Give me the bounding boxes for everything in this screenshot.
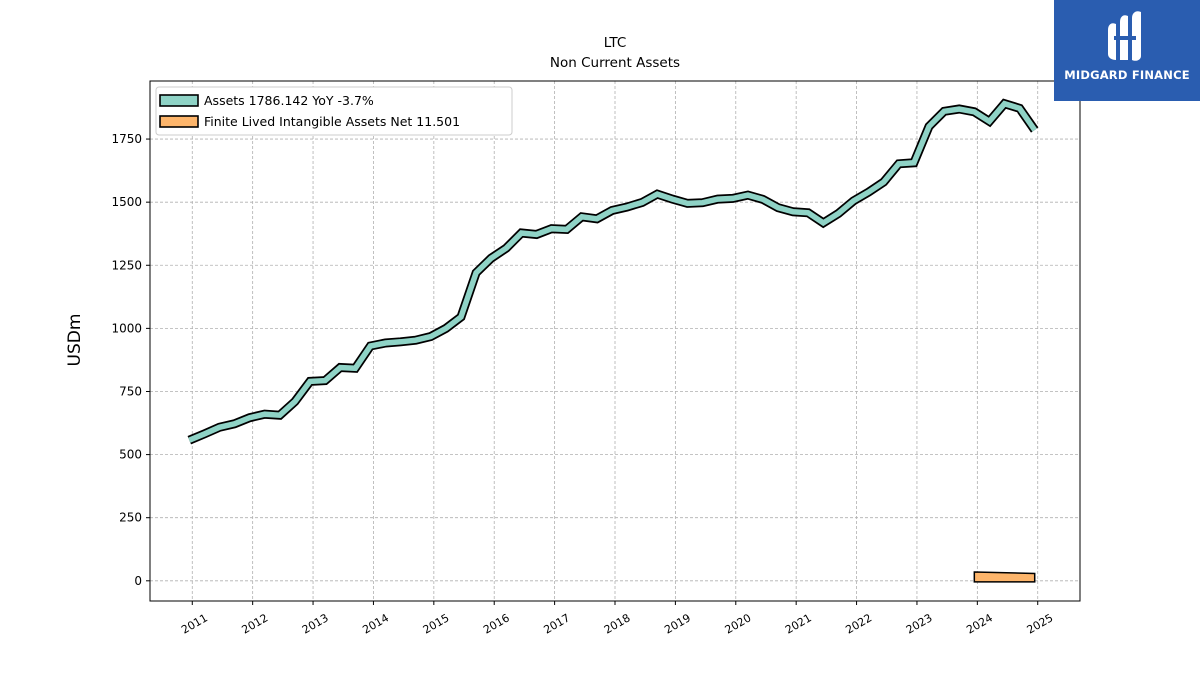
y-tick-label: 1000 <box>111 321 142 335</box>
x-tick-label: 2017 <box>541 611 572 636</box>
series-layer <box>187 98 1039 583</box>
x-tick-label: 2023 <box>904 611 935 636</box>
legend-label: Finite Lived Intangible Assets Net 11.50… <box>204 114 460 129</box>
logo-mark-icon <box>1108 11 1141 61</box>
x-tick-label: 2015 <box>421 611 452 636</box>
y-tick-label: 1250 <box>111 258 142 272</box>
x-tick-label: 2025 <box>1025 611 1056 636</box>
y-tick-label: 1500 <box>111 195 142 209</box>
legend-swatch <box>159 94 199 107</box>
y-tick-label: 250 <box>119 511 142 525</box>
x-tick-label: 2021 <box>783 611 814 636</box>
x-tick-label: 2012 <box>240 611 271 636</box>
x-tick-label: 2019 <box>662 611 693 636</box>
y-axis-label: USDm <box>65 314 85 367</box>
legend-label: Assets 1786.142 YoY -3.7% <box>204 93 374 108</box>
y-tick-label: 750 <box>119 384 142 398</box>
chart-subtitle: Non Current Assets <box>550 55 680 71</box>
assets-line <box>188 100 1037 443</box>
x-tick-label: 2022 <box>843 611 874 636</box>
legend-swatch <box>159 115 199 128</box>
series-0 <box>187 98 1039 445</box>
plot-frame <box>149 80 1081 602</box>
x-tick-label: 2018 <box>602 611 633 636</box>
y-tick-label: 500 <box>119 448 142 462</box>
x-tick-label: 2016 <box>481 611 512 636</box>
x-tick-label: 2014 <box>360 611 391 636</box>
x-tick-label: 2013 <box>300 611 331 636</box>
axes: 0 250 500 750 1000 1250 1500 1750 2011 2012 2013 20… <box>111 80 1081 637</box>
x-tick-label: 2011 <box>179 611 210 636</box>
logo-text: MIDGARD FINANCE <box>1064 68 1190 82</box>
chart-title: LTC <box>604 35 627 51</box>
assets-line-outline <box>187 98 1039 445</box>
midgard-finance-logo: MIDGARD FINANCE <box>1054 0 1200 101</box>
intangible-assets-band <box>973 571 1036 583</box>
legend: Assets 1786.142 YoY -3.7% Finite Lived In… <box>155 86 513 136</box>
legend-box <box>155 86 513 136</box>
grid <box>150 81 1080 601</box>
series-1 <box>973 571 1036 583</box>
x-tick-label: 2020 <box>723 611 754 636</box>
y-tick-label: 0 <box>134 574 142 588</box>
x-tick-label: 2024 <box>964 611 995 636</box>
y-tick-label: 1750 <box>111 132 142 146</box>
